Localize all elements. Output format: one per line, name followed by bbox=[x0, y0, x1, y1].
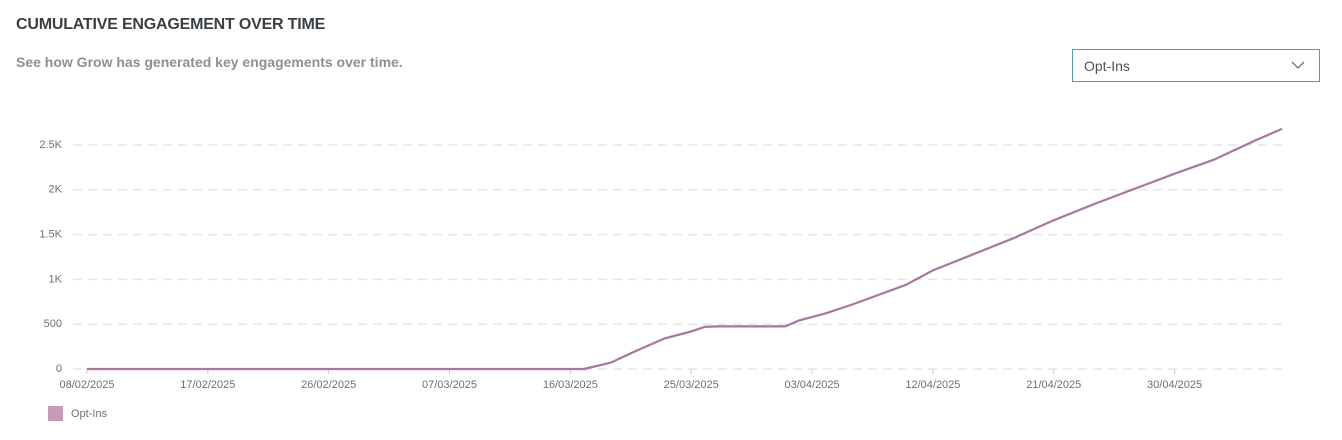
x-tick-label: 30/04/2025 bbox=[1147, 379, 1202, 391]
x-tick-label: 03/04/2025 bbox=[785, 379, 840, 391]
y-tick-label: 2.5K bbox=[39, 139, 62, 151]
y-tick-label: 0 bbox=[56, 363, 62, 375]
subtitle: See how Grow has generated key engagemen… bbox=[16, 54, 403, 70]
title: CUMULATIVE ENGAGEMENT OVER TIME bbox=[16, 16, 326, 33]
x-tick-label: 08/02/2025 bbox=[59, 379, 114, 391]
x-tick-label: 07/03/2025 bbox=[422, 379, 477, 391]
dropdown-value[interactable]: Opt-Ins bbox=[1084, 58, 1130, 74]
chevron[interactable] bbox=[1291, 60, 1305, 70]
x-tick-label: 26/02/2025 bbox=[301, 379, 356, 391]
y-tick-label: 2K bbox=[49, 184, 63, 196]
x-tick-label: 16/03/2025 bbox=[543, 379, 598, 391]
legend-label: Opt-Ins bbox=[71, 408, 108, 420]
x-tick-label: 25/03/2025 bbox=[664, 379, 719, 391]
x-tick-label: 17/02/2025 bbox=[180, 379, 235, 391]
legend-swatch bbox=[48, 406, 63, 421]
y-tick-label: 1K bbox=[49, 273, 63, 285]
y-tick-label: 500 bbox=[44, 318, 62, 330]
metric-dropdown[interactable]: Opt-Ins bbox=[1072, 49, 1320, 82]
y-tick-label: 1.5K bbox=[39, 229, 62, 241]
series-line bbox=[87, 127, 1283, 371]
x-tick-label: 12/04/2025 bbox=[905, 379, 960, 391]
x-tick-label: 21/04/2025 bbox=[1026, 379, 1081, 391]
